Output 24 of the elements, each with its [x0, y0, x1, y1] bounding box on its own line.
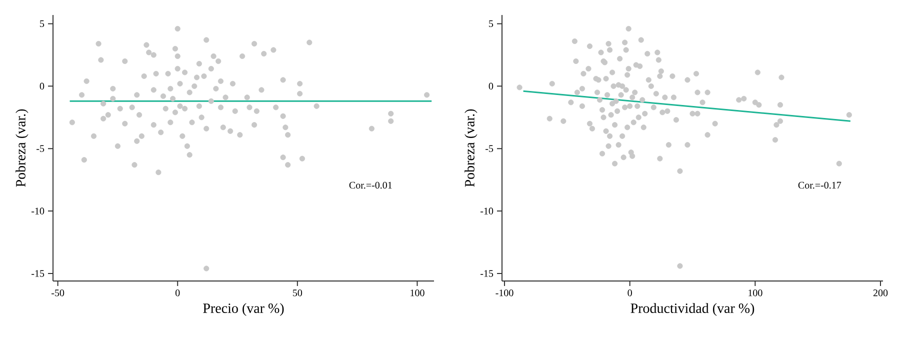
- y-tick-label: 0: [488, 82, 494, 90]
- x-tick-label: 100: [410, 290, 424, 296]
- x-tick-label: 0: [175, 290, 180, 296]
- x-axis-title: Productividad (var %): [630, 303, 754, 316]
- y-tick-label: 5: [40, 20, 44, 28]
- y-axis-title: Pobreza (var.): [16, 109, 28, 187]
- x-tick-label: 50: [293, 290, 302, 296]
- y-tick-label: 5: [489, 20, 494, 28]
- y-tick-label: 0: [40, 82, 44, 90]
- y-tick-label: -5: [486, 145, 494, 152]
- y-tick-label: -5: [36, 145, 44, 152]
- x-tick-label: 0: [628, 290, 632, 296]
- y-tick-label: -15: [32, 270, 44, 277]
- annotation: Cor.=-0.01: [349, 182, 392, 189]
- y-tick-label: -10: [480, 208, 494, 214]
- x-tick-label: 200: [873, 290, 888, 296]
- y-tick-label: -15: [480, 270, 494, 277]
- y-axis-title: Pobreza (var.): [464, 109, 478, 187]
- annotation: Cor.=-0.17: [798, 182, 842, 189]
- x-tick-label: -50: [52, 290, 64, 296]
- x-axis-title: Precio (var %): [203, 303, 284, 316]
- y-tick-label: -10: [32, 208, 44, 214]
- x-tick-label: 100: [748, 290, 762, 296]
- x-tick-label: -100: [496, 290, 514, 296]
